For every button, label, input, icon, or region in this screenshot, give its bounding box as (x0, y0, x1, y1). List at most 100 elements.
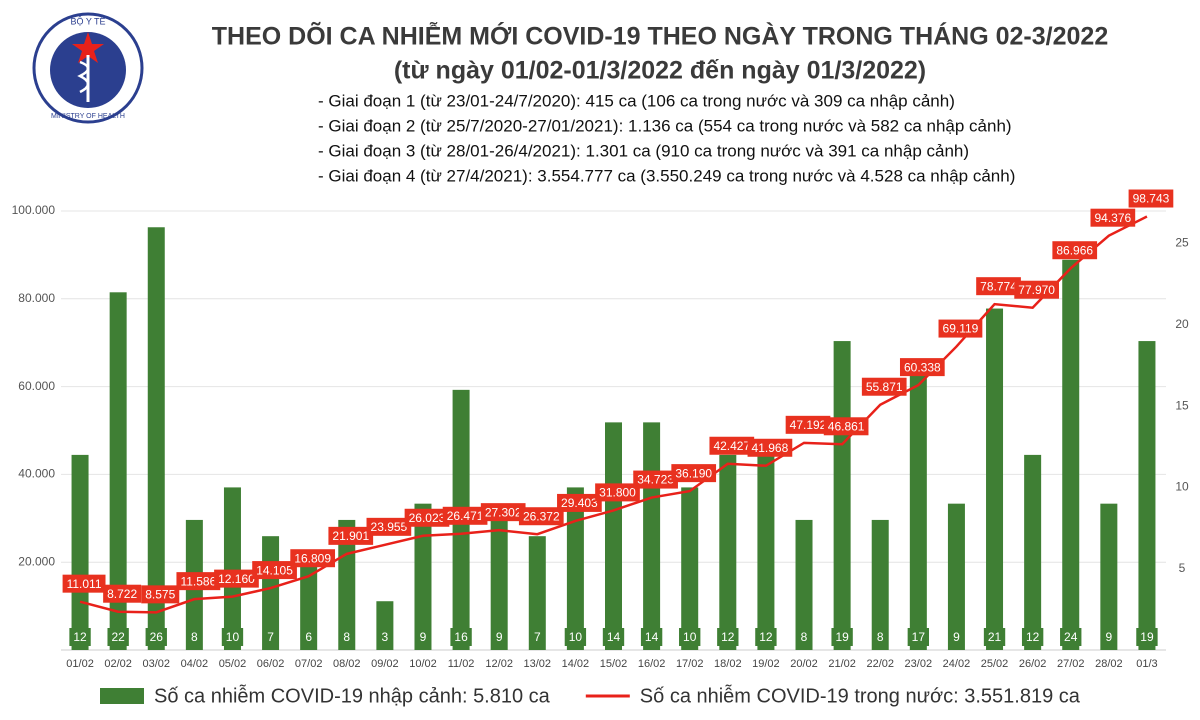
bar (947, 503, 965, 650)
line-label-box (671, 464, 717, 483)
chart-subtitle: (từ ngày 01/02-01/3/2022 đến ngày 01/3/2… (394, 57, 926, 85)
y-tick-label: 60.000 (18, 379, 55, 393)
bar-label-text: 8 (343, 630, 350, 644)
x-tick-label: 10/02 (409, 658, 437, 670)
bar-label: 8 (187, 628, 202, 646)
bar-label-box (717, 628, 739, 646)
bar-label: 14 (640, 628, 663, 646)
logo-top: BỘ Y TẾ (70, 16, 105, 26)
bar-label-text: 16 (454, 630, 468, 644)
bar (528, 536, 546, 650)
y2-tick-label: 5 (1179, 561, 1186, 575)
line-label-text: 98.743 (1133, 192, 1170, 206)
y2-tick-label: 20 (1175, 317, 1189, 331)
bar-label-box (221, 628, 244, 646)
x-tick-label: 16/02 (638, 658, 666, 670)
line-label: 26.023 (404, 508, 450, 527)
bar-label: 7 (263, 628, 278, 646)
line-label-text: 27.302 (485, 505, 522, 519)
line-label-box (1090, 208, 1136, 227)
line-label: 69.119 (938, 319, 983, 338)
bar-label-box (450, 628, 472, 646)
bar (1100, 503, 1118, 650)
x-tick-label: 27/02 (1057, 658, 1085, 670)
x-tick-label: 23/02 (905, 658, 933, 670)
legend-label: Số ca nhiễm COVID-19 trong nước: 3.551.8… (640, 684, 1081, 707)
line-label-text: 11.011 (67, 577, 102, 591)
logo-star (72, 32, 104, 63)
bar-label-box (679, 628, 701, 646)
bar (681, 487, 699, 650)
bar-label-text: 9 (953, 630, 960, 644)
line-label-box (252, 561, 297, 580)
bar (109, 292, 127, 650)
bar-label: 9 (949, 628, 964, 646)
x-tick-label: 15/02 (600, 658, 628, 670)
line-label: 8.722 (103, 584, 142, 603)
bar (566, 487, 584, 650)
bar-label: 12 (69, 628, 91, 646)
bar-label: 22 (107, 628, 129, 646)
line-label: 12.160 (214, 569, 259, 588)
line-label-text: 29.403 (561, 496, 598, 510)
line-label-text: 31.800 (599, 486, 636, 500)
bar-label-text: 9 (420, 630, 427, 644)
bar-label-text: 24 (1064, 630, 1078, 644)
line-label: 94.376 (1090, 208, 1136, 227)
x-tick-label: 04/02 (181, 658, 209, 670)
bar-label: 9 (1101, 628, 1117, 646)
bar-label: 21 (983, 628, 1006, 646)
line-label: 26.372 (518, 507, 564, 526)
bar-label-box (529, 628, 545, 646)
bar-label-box (415, 628, 431, 646)
bar-label-box (1101, 628, 1117, 646)
bar-label: 6 (301, 628, 317, 646)
bar-label-text: 22 (111, 630, 125, 644)
bar (605, 422, 622, 650)
y-tick-label: 40.000 (18, 467, 55, 481)
bar (1024, 454, 1042, 650)
bar-label-box (301, 628, 317, 646)
bar-label-text: 12 (73, 630, 87, 644)
bar-label: 19 (831, 628, 853, 646)
bar-label-text: 19 (835, 630, 849, 644)
line-label-text: 21.901 (332, 529, 369, 543)
bar-label-text: 21 (988, 630, 1002, 644)
x-tick-label: 07/02 (295, 658, 323, 670)
note: - Giai đoạn 1 (từ 23/01-24/7/2020): 415 … (318, 91, 955, 110)
bar-label-text: 17 (912, 630, 926, 644)
line-label-text: 94.376 (1094, 211, 1131, 225)
x-tick-label: 26/02 (1019, 658, 1047, 670)
bar-label-text: 7 (267, 630, 274, 644)
bar-label: 12 (755, 628, 777, 646)
y2-tick-label: 25 (1175, 236, 1189, 250)
line-label: 29.403 (557, 493, 602, 512)
bar-label-box (145, 628, 167, 646)
bar-label: 17 (907, 628, 930, 646)
bar-label: 8 (339, 628, 355, 646)
line-label: 98.743 (1128, 189, 1174, 208)
x-tick-label: 18/02 (714, 658, 742, 670)
bar-label: 7 (529, 628, 545, 646)
bar (643, 422, 661, 650)
x-tick-label: 13/02 (524, 658, 552, 670)
bar-label-text: 14 (645, 630, 659, 644)
bar-label: 19 (1136, 628, 1158, 646)
note: - Giai đoạn 3 (từ 28/01-26/4/2021): 1.30… (318, 141, 969, 160)
bar (719, 454, 737, 650)
bar-label-box (831, 628, 853, 646)
line-label: 21.901 (328, 526, 374, 545)
line-label-box (290, 549, 336, 568)
logo-snake (77, 60, 90, 94)
note: - Giai đoạn 2 (từ 25/7/2020-27/01/2021):… (318, 116, 1012, 135)
x-tick-label: 02/02 (104, 658, 132, 670)
bar (833, 341, 851, 650)
bar (223, 487, 241, 650)
line-label-text: 16.809 (294, 551, 331, 565)
line-label: 23.955 (366, 517, 412, 536)
x-tick-label: 11/02 (448, 658, 475, 670)
bar-label-box (872, 628, 888, 646)
y-tick-label: 100.000 (12, 203, 56, 217)
logo-bottom: MINISTRY OF HEALTH (51, 113, 125, 120)
